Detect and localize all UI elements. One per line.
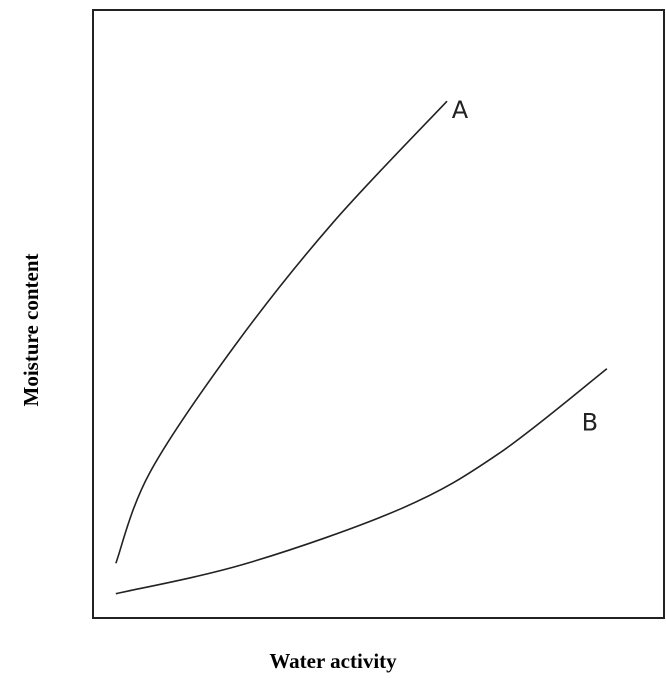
curve-label: A bbox=[452, 96, 469, 124]
curve-label: B bbox=[582, 409, 598, 437]
y-axis-title: Moisture content bbox=[19, 253, 43, 406]
plot-frame bbox=[92, 9, 665, 619]
curve bbox=[115, 100, 448, 564]
curve bbox=[115, 368, 608, 595]
x-axis-title: Water activity bbox=[269, 649, 397, 673]
